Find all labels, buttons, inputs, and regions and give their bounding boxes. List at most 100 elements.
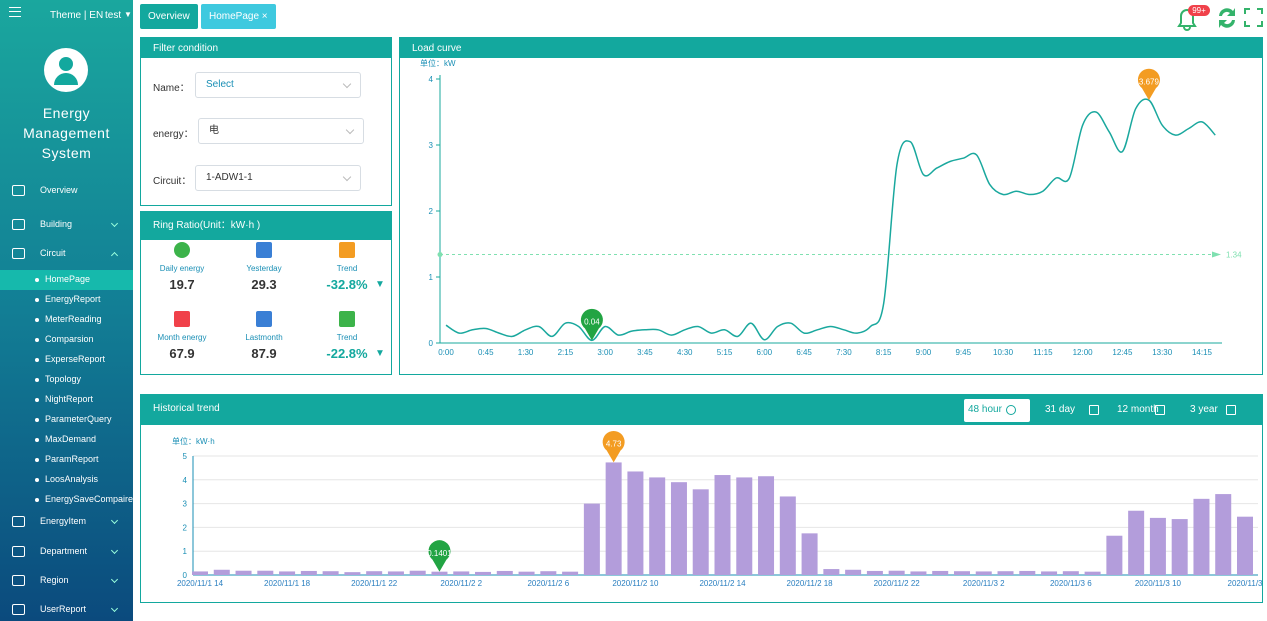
submenu-item[interactable]: HomePage <box>45 274 91 284</box>
panel-title: Load curve <box>400 38 1262 58</box>
menu-bullet <box>35 378 39 382</box>
badge <box>1188 5 1210 16</box>
ring-icon <box>256 311 272 327</box>
ring-value: 29.3 <box>251 277 277 292</box>
menu-toggle[interactable] <box>9 7 21 17</box>
theme-switch[interactable]: Theme | EN <box>50 10 104 21</box>
submenu-item[interactable]: EnergyReport <box>45 294 101 304</box>
sidebar: Energy Management System Overview Buildin… <box>0 0 133 621</box>
range-button[interactable]: 12 month <box>1117 404 1159 415</box>
refresh-icon[interactable] <box>1219 8 1235 28</box>
menu-arrow <box>110 251 119 260</box>
menu-bullet <box>35 298 39 302</box>
panel-title: Historical trend <box>141 395 1262 425</box>
user-menu[interactable]: test <box>105 10 122 21</box>
menu-bullet <box>35 438 39 442</box>
topbar: Theme | EN test ▼ Overview HomePage × 99… <box>50 0 1267 33</box>
badge-text: 99+ <box>1192 6 1206 15</box>
filter-panel: Filter condition Name： Select energy： 电 Circ… <box>140 37 392 206</box>
select-box[interactable]: 电 <box>198 118 364 144</box>
range-icon <box>1155 405 1165 415</box>
range-icon <box>1089 405 1099 415</box>
menu-arrow <box>110 516 119 525</box>
submenu-item[interactable]: ExperseReport <box>45 354 106 364</box>
load-curve-panel: Load curve <box>399 37 1263 375</box>
field-label: energy： <box>153 129 194 140</box>
field-label: Name： <box>153 83 190 94</box>
submenu-item[interactable]: Comparsion <box>45 334 94 344</box>
toolbar-icons: 99+ <box>1177 5 1263 31</box>
avatar <box>44 48 88 92</box>
tab-label: HomePage <box>209 11 260 22</box>
ring-label: Month energy <box>157 333 207 342</box>
menu-item[interactable]: UserReport <box>40 604 87 614</box>
ring-value: 87.9 <box>251 346 277 361</box>
select-box[interactable]: 1-ADW1-1 <box>195 165 361 191</box>
menu-bullet <box>35 338 39 342</box>
app-title: Energy Management System <box>23 105 110 161</box>
submenu-item[interactable]: EnergySaveCompaire <box>45 494 133 504</box>
range-active-bg <box>964 399 1030 422</box>
menu-item[interactable]: Building <box>40 219 73 229</box>
menu-icon <box>12 185 25 196</box>
menu-item[interactable]: Region <box>40 575 69 585</box>
menu-icon <box>12 516 25 527</box>
menu-bullet <box>35 398 39 402</box>
range-button[interactable]: 3 year <box>1190 404 1218 415</box>
submenu-item[interactable]: NightReport <box>45 394 94 404</box>
submenu-item[interactable]: ParamReport <box>45 454 99 464</box>
menu-arrow <box>110 575 119 584</box>
ring-label: Trend <box>336 333 358 342</box>
menu-item[interactable]: Department <box>40 546 88 556</box>
menu-bullet <box>35 418 39 422</box>
range-button[interactable]: 48 hour <box>968 404 1002 415</box>
menu-arrow <box>110 219 119 228</box>
ring-icon <box>256 242 272 258</box>
menu-arrow <box>110 546 119 555</box>
ring-label: Yesterday <box>246 264 282 273</box>
trend-arrow: ▼ <box>375 279 385 290</box>
submenu-item[interactable]: LoosAnalysis <box>45 474 99 484</box>
submenu-item[interactable]: MaxDemand <box>45 434 97 444</box>
history-panel: Historical trend 48 hour 31 day 12 month 3 … <box>140 394 1263 603</box>
ring-icon <box>174 242 190 258</box>
menu-item[interactable]: EnergyItem <box>40 516 87 526</box>
fullscreen-icon[interactable] <box>1244 8 1263 27</box>
tab[interactable]: Overview <box>140 4 198 29</box>
panel-title: Ring Ratio(Unit：kW·h ) <box>141 212 391 240</box>
submenu-item[interactable]: MeterReading <box>45 314 102 324</box>
select-box[interactable]: Select <box>195 72 361 98</box>
submenu-item[interactable]: ParameterQuery <box>45 414 112 424</box>
menu-icon <box>12 248 25 259</box>
menu-item[interactable]: Circuit <box>40 248 66 258</box>
panel-title: Filter condition <box>141 38 391 58</box>
menu-item[interactable]: Overview <box>40 185 78 195</box>
range-button[interactable]: 31 day <box>1045 404 1076 415</box>
menu-active-bg <box>0 270 133 290</box>
menu-icon <box>12 604 25 615</box>
submenu-item[interactable]: Topology <box>45 374 82 384</box>
menu-icon <box>12 546 25 557</box>
ring-value: -22.8% <box>326 346 368 361</box>
ring-value: 67.9 <box>169 346 195 361</box>
range-icon <box>1226 405 1236 415</box>
menu-icon <box>12 219 25 230</box>
ring-icon <box>339 311 355 327</box>
menu-bullet <box>35 478 39 482</box>
range-icon <box>1006 405 1016 415</box>
field-label: Circuit： <box>153 176 192 187</box>
tab-active[interactable]: HomePage × <box>201 4 276 29</box>
ring-ratio-panel: Ring Ratio(Unit：kW·h ) Daily energy 19.7 Y… <box>140 211 392 375</box>
ring-value: -32.8% <box>326 277 368 292</box>
ring-icon <box>174 311 190 327</box>
ring-label: Lastmonth <box>245 333 283 342</box>
menu-bullet <box>35 458 39 462</box>
menu-bullet <box>35 358 39 362</box>
user-caret: ▼ <box>124 10 132 19</box>
menu-arrow <box>110 604 119 613</box>
menu-bullet <box>35 318 39 322</box>
ring-label: Daily energy <box>159 264 205 273</box>
menu-bullet <box>35 278 39 282</box>
bell-icon[interactable] <box>1177 9 1197 31</box>
